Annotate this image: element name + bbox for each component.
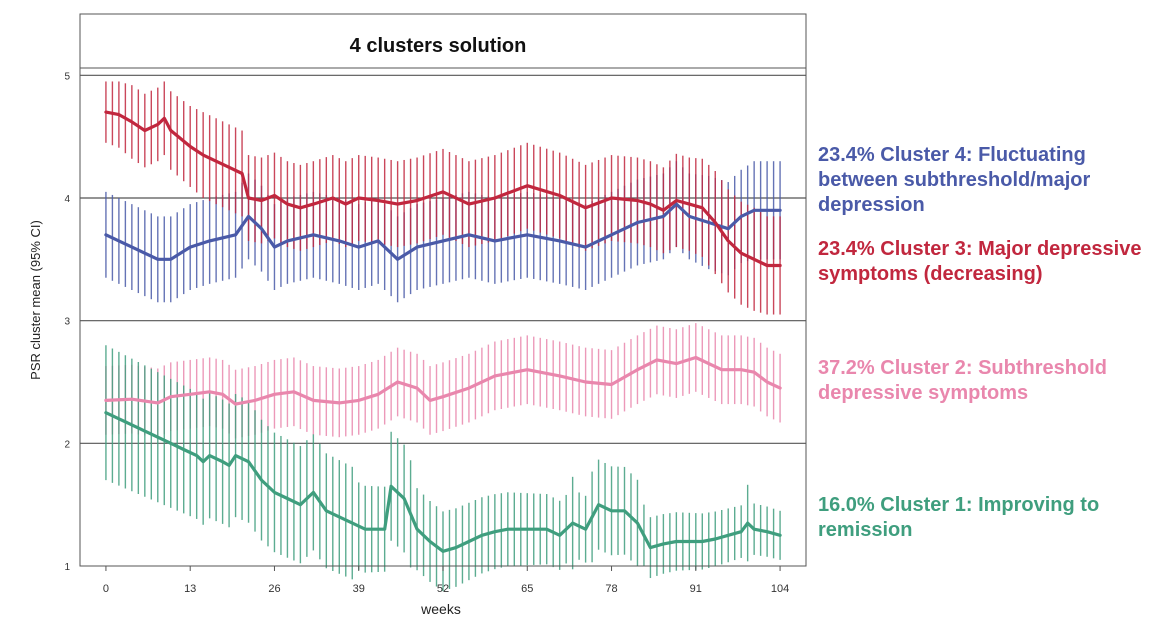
y-tick-label: 4 (64, 194, 70, 205)
x-tick-label: 13 (184, 583, 196, 595)
x-axis-ticks: 0 13 26 39 52 65 78 91 104 (103, 566, 789, 595)
cluster-3-mean-line (104, 110, 782, 268)
x-tick-label: 65 (521, 583, 533, 595)
legend-cluster-3: 23.4% Cluster 3: Major depressive sympto… (818, 238, 1142, 285)
legend-cluster-1: 16.0% Cluster 1: Improving to remission (818, 494, 1100, 541)
legend-cluster-4: 23.4% Cluster 4: Fluctuating between sub… (818, 144, 1091, 216)
series-lines (104, 110, 782, 553)
x-tick-label: 78 (605, 583, 617, 595)
y-tick-label: 3 (64, 317, 70, 328)
legend-cluster-2: 37.2% Cluster 2: Subthreshold depressive… (818, 357, 1107, 404)
title-strip (79, 13, 807, 69)
cluster-4-mean-line (104, 202, 782, 261)
plot-frame (79, 13, 807, 567)
x-tick-label: 26 (268, 583, 280, 595)
y-tick-label: 2 (64, 439, 70, 450)
cluster-1-mean-line (104, 411, 782, 553)
x-tick-label: 104 (771, 583, 789, 595)
x-tick-label: 39 (353, 583, 365, 595)
y-axis-ticks: 1 2 3 4 5 (64, 71, 70, 573)
x-tick-label: 91 (690, 583, 702, 595)
y-axis-label: PSR cluster mean (95% CI) (28, 220, 43, 380)
y-tick-label: 1 (64, 562, 70, 573)
x-tick-label: 52 (437, 583, 449, 595)
x-tick-label: 0 (103, 583, 109, 595)
y-tick-label: 5 (64, 71, 70, 82)
cluster-2-mean-line (104, 355, 782, 406)
chart-title: 4 clusters solution (350, 35, 527, 57)
x-axis-label: weeks (420, 601, 461, 617)
